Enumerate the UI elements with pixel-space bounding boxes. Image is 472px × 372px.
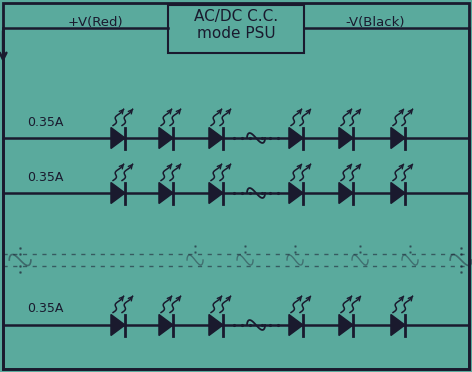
Polygon shape <box>159 183 173 203</box>
Text: 0.35A: 0.35A <box>27 302 63 315</box>
Polygon shape <box>289 128 303 148</box>
Text: AC/DC C.C.
mode PSU: AC/DC C.C. mode PSU <box>194 9 278 41</box>
Bar <box>168 5 304 53</box>
Polygon shape <box>391 314 405 336</box>
Polygon shape <box>209 314 223 336</box>
Polygon shape <box>111 128 125 148</box>
Polygon shape <box>339 183 353 203</box>
Polygon shape <box>159 314 173 336</box>
Polygon shape <box>391 128 405 148</box>
Polygon shape <box>111 183 125 203</box>
Text: -V(Black): -V(Black) <box>345 16 405 29</box>
Polygon shape <box>209 128 223 148</box>
Polygon shape <box>289 183 303 203</box>
Text: 0.35A: 0.35A <box>27 170 63 183</box>
Polygon shape <box>339 128 353 148</box>
Text: 0.35A: 0.35A <box>27 115 63 128</box>
Polygon shape <box>339 314 353 336</box>
Polygon shape <box>159 128 173 148</box>
Polygon shape <box>209 183 223 203</box>
Polygon shape <box>111 314 125 336</box>
Text: +V(Red): +V(Red) <box>67 16 123 29</box>
Polygon shape <box>289 314 303 336</box>
Polygon shape <box>391 183 405 203</box>
